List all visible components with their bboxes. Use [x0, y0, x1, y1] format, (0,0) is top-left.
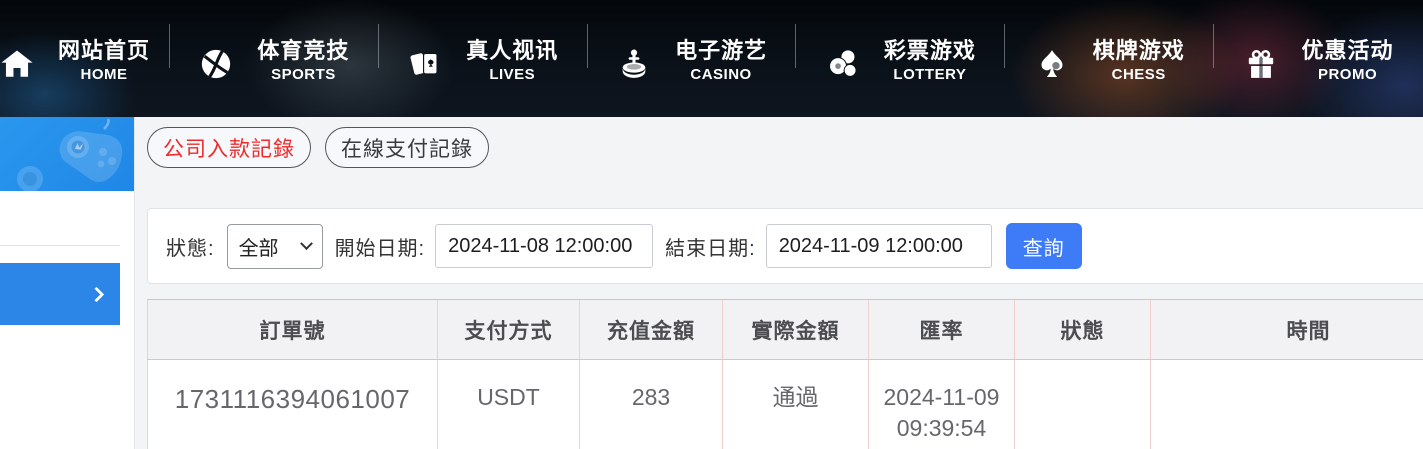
- start-date-input[interactable]: [435, 224, 654, 268]
- cell-actual-amount: 通過: [723, 360, 869, 449]
- header-pay-method: 支付方式: [438, 300, 580, 359]
- status-label: 狀態:: [166, 237, 215, 260]
- sports-ball-icon: [199, 47, 233, 81]
- lottery-balls-icon: [826, 47, 860, 81]
- spade-icon: [1035, 47, 1069, 81]
- nav-item-lives[interactable]: 真人视讯 LIVES: [379, 0, 588, 117]
- nav-item-promo[interactable]: 优惠活动 PROMO: [1214, 0, 1423, 117]
- nav-casino-en: CASINO: [690, 66, 752, 84]
- tab-company-deposit-record[interactable]: 公司入款記錄: [147, 127, 311, 168]
- gift-icon: [1244, 47, 1278, 81]
- nav-promo-en: PROMO: [1317, 66, 1378, 84]
- header-rate: 匯率: [869, 300, 1015, 359]
- nav-item-label: 体育竞技 SPORTS: [257, 38, 349, 84]
- header-status: 狀態: [1015, 300, 1151, 359]
- record-tabs: 公司入款記錄 在線支付記錄: [147, 127, 1423, 168]
- sidebar-expand-button[interactable]: [0, 263, 120, 325]
- main-content: 公司入款記錄 在線支付記錄 狀態: 全部 開始日期: 結束日期: 查詢 訂單號 …: [147, 117, 1423, 449]
- chevron-down-icon: [299, 236, 313, 250]
- cell-rate: 2024-11-09 09:39:54: [869, 360, 1015, 449]
- header-order-no: 訂單號: [147, 300, 438, 359]
- tab-online-payment-record[interactable]: 在線支付記錄: [325, 127, 489, 168]
- nav-item-label: 电子游艺 CASINO: [675, 38, 767, 84]
- home-icon: [0, 47, 34, 81]
- gamepad-graphic: [17, 118, 123, 191]
- header-amount: 充值金額: [580, 300, 723, 359]
- end-date-input[interactable]: [765, 224, 992, 268]
- nav-chess-cn: 棋牌游戏: [1092, 37, 1185, 63]
- nav-home-en: HOME: [80, 66, 128, 84]
- cell-status: [1015, 360, 1151, 449]
- nav-item-label: 优惠活动 PROMO: [1302, 38, 1394, 84]
- header-time: 時間: [1151, 300, 1423, 359]
- roulette-icon: [617, 47, 651, 81]
- nav-sports-cn: 体育竞技: [257, 37, 350, 63]
- nav-item-home[interactable]: 网站首页 HOME: [0, 0, 170, 117]
- nav-home-cn: 网站首页: [58, 37, 151, 63]
- cell-order-no: 1731116394061007: [147, 360, 438, 449]
- table-header-row: 訂單號 支付方式 充值金額 實際金額 匯率 狀態 時間: [147, 299, 1423, 360]
- end-date-label: 結束日期:: [665, 237, 756, 260]
- sidebar: [0, 117, 135, 449]
- table-row: 1731116394061007 USDT 283 通過 2024-11-09 …: [147, 360, 1423, 449]
- status-select-value: 全部: [238, 237, 279, 260]
- nav-item-casino[interactable]: 电子游艺 CASINO: [588, 0, 797, 117]
- sidebar-banner: [0, 117, 134, 191]
- playing-cards-icon: [408, 47, 442, 81]
- top-navigation: 网站首页 HOME 体育竞技 SPORTS: [0, 0, 1423, 117]
- query-button[interactable]: 查詢: [1005, 223, 1082, 269]
- nav-sports-en: SPORTS: [271, 66, 336, 84]
- sidebar-divider: [0, 245, 120, 246]
- start-date-label: 開始日期:: [334, 237, 426, 260]
- nav-lottery-cn: 彩票游戏: [883, 37, 976, 63]
- nav-chess-en: CHESS: [1111, 66, 1166, 84]
- nav-item-label: 彩票游戏 LOTTERY: [884, 38, 976, 84]
- status-select[interactable]: 全部: [226, 223, 323, 269]
- nav-item-sports[interactable]: 体育竞技 SPORTS: [170, 0, 379, 117]
- nav-casino-cn: 电子游艺: [675, 37, 768, 63]
- nav-item-label: 棋牌游戏 CHESS: [1093, 38, 1185, 84]
- cell-time: [1151, 360, 1423, 449]
- nav-item-label: 真人视讯 LIVES: [466, 38, 558, 84]
- nav-item-label: 网站首页 HOME: [58, 38, 150, 84]
- nav-item-lottery[interactable]: 彩票游戏 LOTTERY: [796, 0, 1006, 117]
- chevron-right-icon: [88, 286, 105, 302]
- nav-lottery-en: LOTTERY: [893, 66, 967, 84]
- nav-lives-cn: 真人视讯: [466, 37, 559, 63]
- records-table: 訂單號 支付方式 充值金額 實際金額 匯率 狀態 時間 173111639406…: [147, 299, 1423, 449]
- cell-amount: 283: [580, 360, 723, 449]
- filter-panel: 狀態: 全部 開始日期: 結束日期: 查詢: [147, 208, 1423, 284]
- cell-pay-method: USDT: [438, 360, 580, 449]
- header-actual-amount: 實際金額: [723, 300, 869, 359]
- nav-lives-en: LIVES: [489, 66, 536, 84]
- nav-promo-cn: 优惠活动: [1301, 37, 1394, 63]
- nav-item-chess[interactable]: 棋牌游戏 CHESS: [1005, 0, 1214, 117]
